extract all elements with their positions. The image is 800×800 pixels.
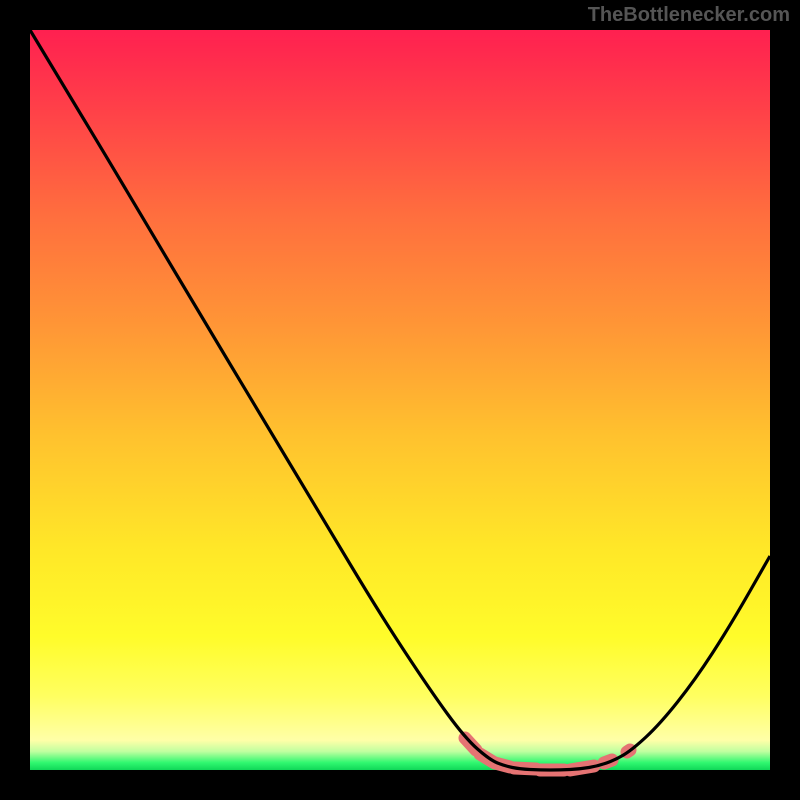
watermark-text: TheBottlenecker.com	[588, 4, 790, 27]
bottleneck-chart	[0, 0, 800, 800]
chart-container: TheBottlenecker.com	[0, 0, 800, 800]
gradient-plot-area	[30, 30, 770, 770]
